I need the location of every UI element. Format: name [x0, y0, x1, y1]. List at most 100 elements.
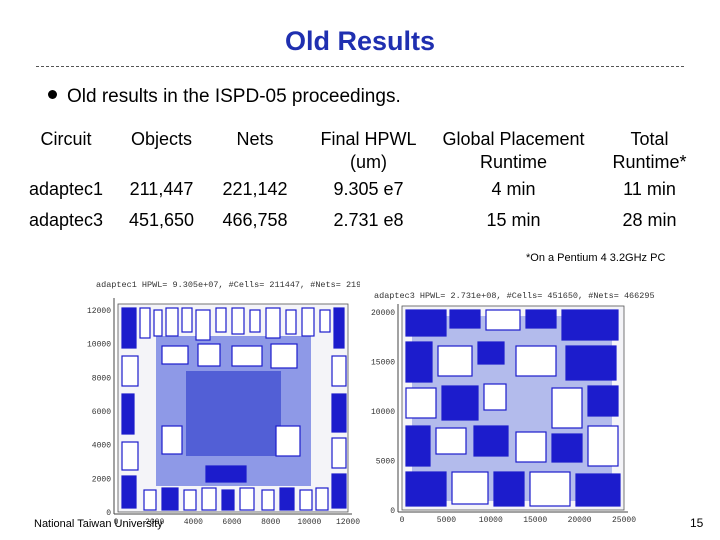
plot1-y-tick-label: 6000	[92, 408, 111, 417]
plot1-x-tick-label: 6000	[222, 518, 241, 526]
plot1-y-tick-label: 4000	[92, 442, 111, 451]
plot1-macro-block	[197, 343, 221, 367]
plot1-macro-block	[331, 473, 347, 509]
plot1-x-tick-label: 0	[114, 518, 119, 526]
plot2-macro-block	[525, 309, 557, 329]
plot1-macro-block	[183, 489, 197, 511]
slide-title: Old Results	[284, 26, 436, 56]
plot1-macro-block	[231, 345, 263, 367]
plot1-macro-block	[279, 487, 295, 511]
plot2-macro-block	[575, 473, 621, 507]
plot1-macro-block	[161, 487, 179, 511]
plot2-macro-block	[587, 425, 619, 467]
plot2-macro-block	[477, 341, 505, 365]
plot1-x-tick-label: 12000	[336, 518, 360, 526]
footnote: *On a Pentium 4 3.2GHz PC	[526, 252, 666, 264]
bullet-dot-icon	[48, 90, 57, 100]
plot2-macro-block	[405, 341, 433, 383]
plot2-macro-block	[473, 425, 509, 457]
plot1-macro-block	[139, 307, 151, 339]
adaptec3-plot-svg: adaptec3 HPWL= 2.731e+08, #Cells= 451650…	[371, 291, 655, 525]
bullet-point: Old results in the ISPD-05 proceedings.	[48, 86, 401, 108]
plot2-macro-block	[587, 385, 619, 417]
plot1-cell-core	[186, 371, 281, 456]
plot1-macro-block	[301, 307, 315, 337]
header-total-runtime: Total Runtime*	[612, 129, 687, 172]
plot2-x-tick-label: 25000	[612, 516, 636, 525]
plot1-macro-block	[333, 307, 345, 349]
plot2-macros	[405, 309, 621, 507]
header-final-hpwl: Final HPWL (um)	[320, 129, 417, 172]
plot2-macro-block	[483, 383, 507, 411]
plot2-macro-block	[493, 471, 525, 507]
plot1-macro-block	[265, 307, 281, 339]
cell-objects: 211,447	[129, 179, 194, 199]
plot1-macro-block	[299, 489, 313, 511]
plot2-macro-block	[561, 309, 619, 341]
cell-nets: 466,758	[222, 210, 288, 230]
plot1-macro-block	[143, 489, 157, 511]
plot1-macro-block	[165, 307, 179, 337]
page-number: 15	[690, 516, 704, 530]
plot1-macro-block	[331, 393, 347, 433]
plot1-x-tick-label: 2000	[145, 518, 164, 526]
plot2-macro-block	[405, 387, 437, 419]
results-table: Circuit Objects Nets Final HPWL (um) Glob…	[16, 128, 706, 236]
bullet-text: Old results in the ISPD-05 proceedings.	[67, 86, 401, 107]
plot1-macro-block	[205, 465, 247, 483]
plot1-macro-block	[319, 309, 331, 333]
plot2-macro-block	[451, 471, 489, 505]
plot2-macro-block	[405, 309, 447, 337]
plot1-macro-block	[249, 309, 261, 333]
adaptec3-placement-plot: adaptec3 HPWL= 2.731e+08, #Cells= 451650…	[366, 276, 656, 526]
plot2-y-tick-label: 20000	[371, 309, 395, 318]
plot2-macro-block	[435, 427, 467, 455]
plot2-header: adaptec3 HPWL= 2.731e+08, #Cells= 451650…	[374, 291, 655, 301]
plot1-macro-block	[161, 345, 189, 365]
plot1-macro-block	[221, 489, 235, 511]
plot2-macro-block	[529, 471, 571, 507]
table-row: adaptec1 211,447 221,142 9.305 e7 4 min …	[16, 174, 706, 205]
adaptec1-placement-plot: adaptec1 HPWL= 9.305e+07, #Cells= 211447…	[66, 276, 360, 526]
plot1-y-tick-label: 8000	[92, 374, 111, 383]
plot2-x-tick-label: 0	[400, 516, 405, 525]
plot1-macro-block	[121, 355, 139, 387]
plot1-axes	[113, 298, 352, 515]
plot1-macro-block	[181, 307, 193, 333]
plot1-macro-block	[239, 487, 255, 511]
header-nets: Nets	[236, 129, 274, 149]
plot2-axes	[397, 304, 628, 513]
plot1-macro-block	[285, 309, 297, 335]
header-circuit: Circuit	[40, 129, 92, 149]
cell-circuit: adaptec1	[28, 179, 104, 199]
plot2-macro-block	[551, 433, 583, 463]
plot1-macro-block	[315, 487, 329, 511]
plot1-header: adaptec1 HPWL= 9.305e+07, #Cells= 211447…	[96, 280, 360, 290]
plot2-macro-block	[405, 471, 447, 507]
plot2-y-tick-label: 15000	[371, 359, 395, 368]
plot2-y-tick-label: 0	[390, 507, 395, 516]
cell-circuit: adaptec3	[28, 210, 104, 230]
plot2-macro-block	[437, 345, 473, 377]
plot2-x-tick-label: 10000	[479, 516, 503, 525]
plot2-x-tick-label: 5000	[437, 516, 456, 525]
plot1-macro-block	[201, 487, 217, 511]
header-global-placement-runtime: Global Placement Runtime	[442, 129, 585, 172]
plot2-x-tick-label: 20000	[568, 516, 592, 525]
plot1-macro-block	[121, 475, 137, 509]
plot2-macro-block	[449, 309, 481, 329]
plot1-macro-block	[331, 355, 347, 387]
plot1-x-tick-label: 8000	[261, 518, 280, 526]
plot2-x-tick-label: 15000	[523, 516, 547, 525]
cell-objects: 451,650	[128, 210, 195, 230]
plot2-macro-block	[515, 345, 557, 377]
plot1-macro-block	[331, 437, 347, 469]
plot2-macro-block	[515, 431, 547, 463]
plot1-y-tick-label: 12000	[87, 307, 111, 316]
plot1-x-tick-label: 4000	[184, 518, 203, 526]
cell-hpwl: 9.305 e7	[333, 179, 404, 199]
table-header-row: Circuit Objects Nets Final HPWL (um) Glob…	[16, 128, 706, 174]
plot2-macro-block	[485, 309, 521, 331]
plot2-y-tick-label: 5000	[376, 458, 395, 467]
plot2-y-tick-label: 10000	[371, 408, 395, 417]
